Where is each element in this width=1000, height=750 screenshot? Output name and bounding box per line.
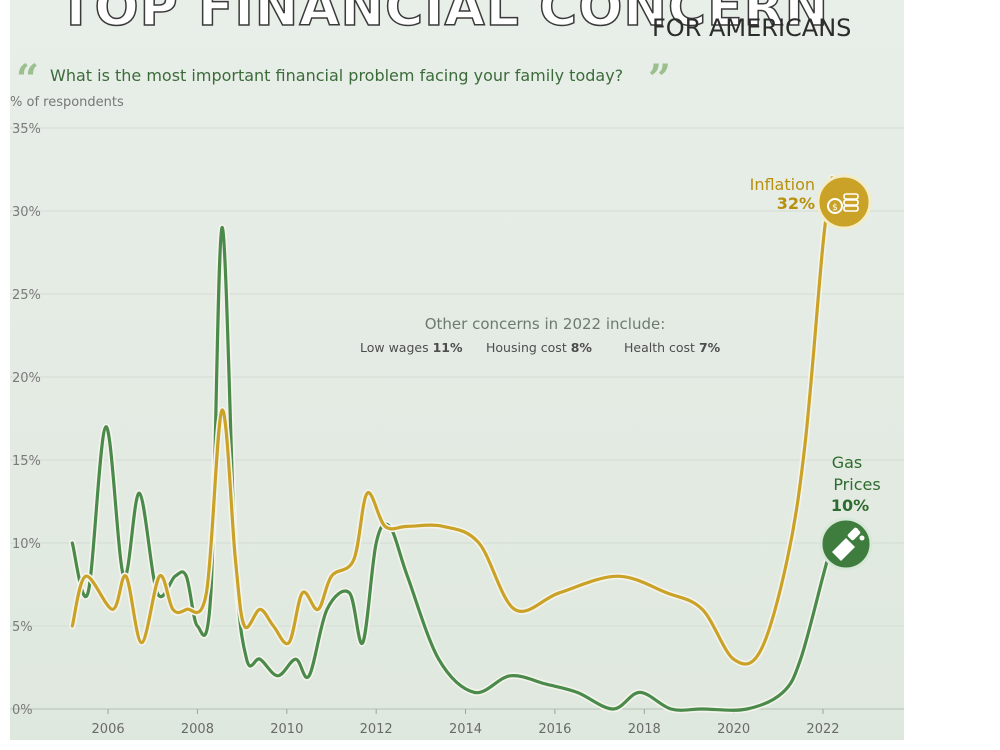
inflation-value: 32% <box>777 194 815 213</box>
x-tick-label: 2012 <box>360 722 393 737</box>
other-concerns-annotation: Other concerns in 2022 include: Low wage… <box>360 315 721 355</box>
gas-label-line1: Gas <box>832 453 863 472</box>
fuel-nozzle-icon <box>819 517 873 571</box>
close-quote-icon: ” <box>648 56 672 103</box>
x-tick-label: 2006 <box>92 722 125 737</box>
series-layer <box>69 174 836 714</box>
axis-layer: 0% 5% 10% 15% 20% 25% 30% 35% 2006 2008 2010 2012 20… <box>12 122 840 737</box>
y-tick-label: 10% <box>12 537 41 552</box>
svg-text:$: $ <box>832 203 838 213</box>
x-tick-label: 2008 <box>181 722 214 737</box>
annotation-item-low-wages: Low wages 11% <box>360 340 463 355</box>
y-tick-label: 5% <box>12 620 33 635</box>
inflation-label: Inflation <box>750 175 815 194</box>
x-tick-label: 2022 <box>806 722 839 737</box>
annotation-item-housing-cost: Housing cost 8% <box>486 340 592 355</box>
y-tick-label: 0% <box>12 703 33 718</box>
gas-label-line2: Prices <box>833 475 880 494</box>
inflation-callout: Inflation 32% $ <box>750 174 872 230</box>
gas-value: 10% <box>831 496 869 515</box>
series-line-inflation <box>70 176 834 666</box>
x-tick-label: 2010 <box>270 722 303 737</box>
survey-question: What is the most important financial pro… <box>50 66 624 85</box>
x-tick-label: 2016 <box>538 722 571 737</box>
unit-label: % of respondents <box>10 95 124 110</box>
annotation-item-health-cost: Health cost 7% <box>624 340 721 355</box>
y-tick-label: 15% <box>12 454 41 469</box>
y-tick-label: 35% <box>12 122 41 137</box>
line-chart: 0% 5% 10% 15% 20% 25% 30% 35% 2006 2008 2010 2012 20… <box>10 122 904 737</box>
series-halo-inflation <box>69 174 836 668</box>
y-tick-label: 25% <box>12 288 41 303</box>
chart-title: TOP FINANCIAL CONCERN <box>57 0 830 39</box>
annotation-title: Other concerns in 2022 include: <box>425 315 666 333</box>
y-tick-label: 20% <box>12 371 41 386</box>
gas-callout: Gas Prices 10% <box>819 453 881 571</box>
x-tick-label: 2014 <box>449 722 482 737</box>
open-quote-icon: “ <box>16 56 40 103</box>
chart-card: TOP FINANCIAL CONCERN FOR AMERICANS “ Wh… <box>10 0 904 740</box>
x-tick-label: 2018 <box>628 722 661 737</box>
x-tick-label: 2020 <box>717 722 750 737</box>
chart-subtitle: FOR AMERICANS <box>652 14 852 42</box>
coins-icon: $ <box>816 174 872 230</box>
y-tick-label: 30% <box>12 205 41 220</box>
